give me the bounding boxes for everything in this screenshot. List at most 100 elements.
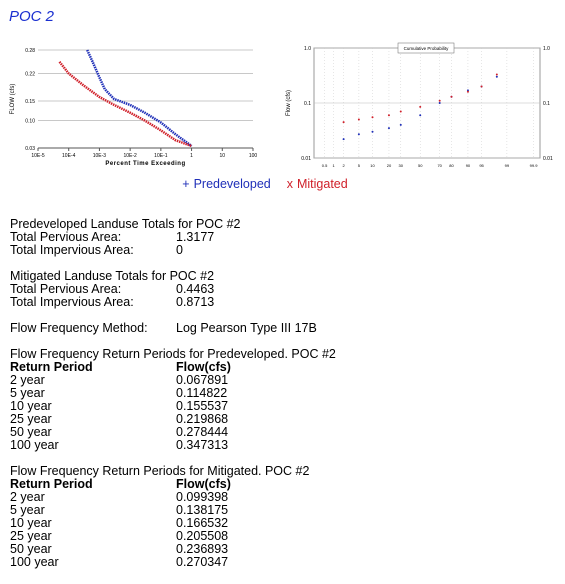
x-tick-label: 70 — [437, 163, 442, 168]
x-tick-label: 1 — [332, 163, 335, 168]
x-tick-label: 10E-5 — [31, 153, 45, 159]
y-tick-label-right: 0.01 — [543, 156, 553, 162]
value: 0.270347 — [176, 555, 229, 569]
value: 0.155537 — [176, 399, 229, 413]
value: 0.099398 — [176, 490, 229, 504]
y-tick-label: 0.01 — [301, 156, 311, 162]
column-label: Flow(cfs) — [176, 360, 231, 374]
label: Total Impervious Area: — [10, 243, 134, 257]
x-axis-label: Percent Time Exceeding — [105, 161, 185, 167]
legend-item: x Mitigated — [287, 177, 348, 191]
data-point — [399, 110, 402, 113]
section: Flow Frequency Return Periods for Mitiga… — [10, 465, 336, 569]
label: Total Impervious Area: — [10, 295, 134, 309]
value: 0.166532 — [176, 516, 229, 530]
x-tick-label: 90 — [466, 163, 471, 168]
label: 2 year — [10, 490, 45, 504]
value: 0.278444 — [176, 425, 229, 439]
data-point — [419, 114, 422, 117]
value: 0.205508 — [176, 529, 229, 543]
y-tick-label-right: 1.0 — [543, 46, 550, 52]
x-tick-label: 0.5 — [322, 163, 328, 168]
value: 0.4463 — [176, 282, 215, 296]
data-point — [419, 105, 422, 108]
value: 0.236893 — [176, 542, 229, 556]
label: 50 year — [10, 425, 52, 439]
plot-area — [38, 50, 253, 148]
x-tick-label: 20 — [387, 163, 392, 168]
y-tick-label: 0.22 — [25, 72, 35, 78]
label: 25 year — [10, 529, 52, 543]
column-label: Return Period — [10, 360, 93, 374]
section-heading: Predeveloped Landuse Totals for POC #2 — [10, 217, 241, 231]
data-point — [466, 89, 469, 92]
row: 50 year 0.236893 — [10, 543, 336, 556]
chart-title-box — [397, 42, 455, 54]
data-point — [371, 130, 374, 133]
data-point — [399, 123, 402, 126]
data-point — [438, 99, 441, 102]
x-tick-label: 10E-2 — [123, 153, 137, 159]
x-tick-label: 50 — [418, 163, 423, 168]
section: Flow Frequency Method: Log Pearson Type I… — [10, 322, 336, 335]
section-heading: Mitigated Landuse Totals for POC #2 — [10, 269, 215, 283]
legend-label: Mitigated — [296, 177, 348, 191]
row: 5 year 0.114822 — [10, 387, 336, 400]
legend-marker: x — [286, 177, 293, 191]
legend: + Predeveloped x Mitigated — [0, 177, 530, 191]
value: 0 — [176, 243, 183, 257]
value: 0.067891 — [176, 373, 229, 387]
data-point — [371, 116, 374, 119]
row: Total Pervious Area: 0.4463 — [10, 283, 336, 296]
data-point — [480, 85, 483, 88]
data-point — [342, 138, 345, 141]
x-tick-label: 99 — [505, 163, 510, 168]
legend-label: Predeveloped — [193, 177, 271, 191]
label: 2 year — [10, 373, 45, 387]
row: 2 year 0.067891 — [10, 374, 336, 387]
data-point — [357, 118, 360, 121]
x-tick-label: 2 — [342, 163, 345, 168]
x-tick-label: 10E-4 — [62, 153, 76, 159]
row: Total Impervious Area: 0.8713 — [10, 296, 336, 309]
data-point — [387, 127, 390, 130]
data-point — [466, 90, 469, 93]
x-tick-label: 1 — [190, 153, 193, 159]
series-line — [86, 49, 193, 148]
section-heading: Flow Frequency Return Periods for Mitiga… — [10, 464, 310, 478]
column-label: Flow(cfs) — [176, 477, 231, 491]
column-header: Return Period Flow(cfs) — [10, 478, 336, 491]
x-tick-label: 5 — [358, 163, 361, 168]
x-tick-label: 30 — [399, 163, 404, 168]
data-point — [387, 114, 390, 117]
data-point — [342, 121, 345, 124]
report: Predeveloped Landuse Totals for POC #2 To… — [10, 218, 336, 582]
y-tick-label: 0.15 — [25, 99, 35, 105]
y-tick-label: 0.10 — [25, 119, 35, 125]
section: Mitigated Landuse Totals for POC #2 Total… — [10, 270, 336, 309]
label: Total Pervious Area: — [10, 282, 122, 296]
x-tick-label: 10 — [370, 163, 375, 168]
label: Flow Frequency Method: — [10, 321, 148, 335]
label: 50 year — [10, 542, 52, 556]
section-heading: Flow Frequency Return Periods for Predev… — [10, 347, 336, 361]
series-line — [58, 61, 193, 148]
row: 5 year 0.138175 — [10, 504, 336, 517]
y-tick-label: 1.0 — [304, 46, 311, 52]
label: 10 year — [10, 516, 52, 530]
data-point — [438, 102, 441, 104]
row: 50 year 0.278444 — [10, 426, 336, 439]
legend-item: + Predeveloped — [182, 177, 270, 191]
row: 25 year 0.205508 — [10, 530, 336, 543]
value: 0.138175 — [176, 503, 229, 517]
value: 1.3177 — [176, 230, 215, 244]
value: Log Pearson Type III 17B — [176, 321, 317, 335]
section: Predeveloped Landuse Totals for POC #2 To… — [10, 218, 336, 257]
page-title: POC 2 — [9, 8, 55, 25]
x-tick-label: 10E-1 — [154, 153, 168, 159]
label: 5 year — [10, 386, 45, 400]
value: 0.347313 — [176, 438, 229, 452]
row: 100 year 0.347313 — [10, 439, 336, 452]
chart-title: Cumulative Probability — [404, 46, 450, 51]
y-tick-label-right: 0.1 — [543, 101, 550, 107]
